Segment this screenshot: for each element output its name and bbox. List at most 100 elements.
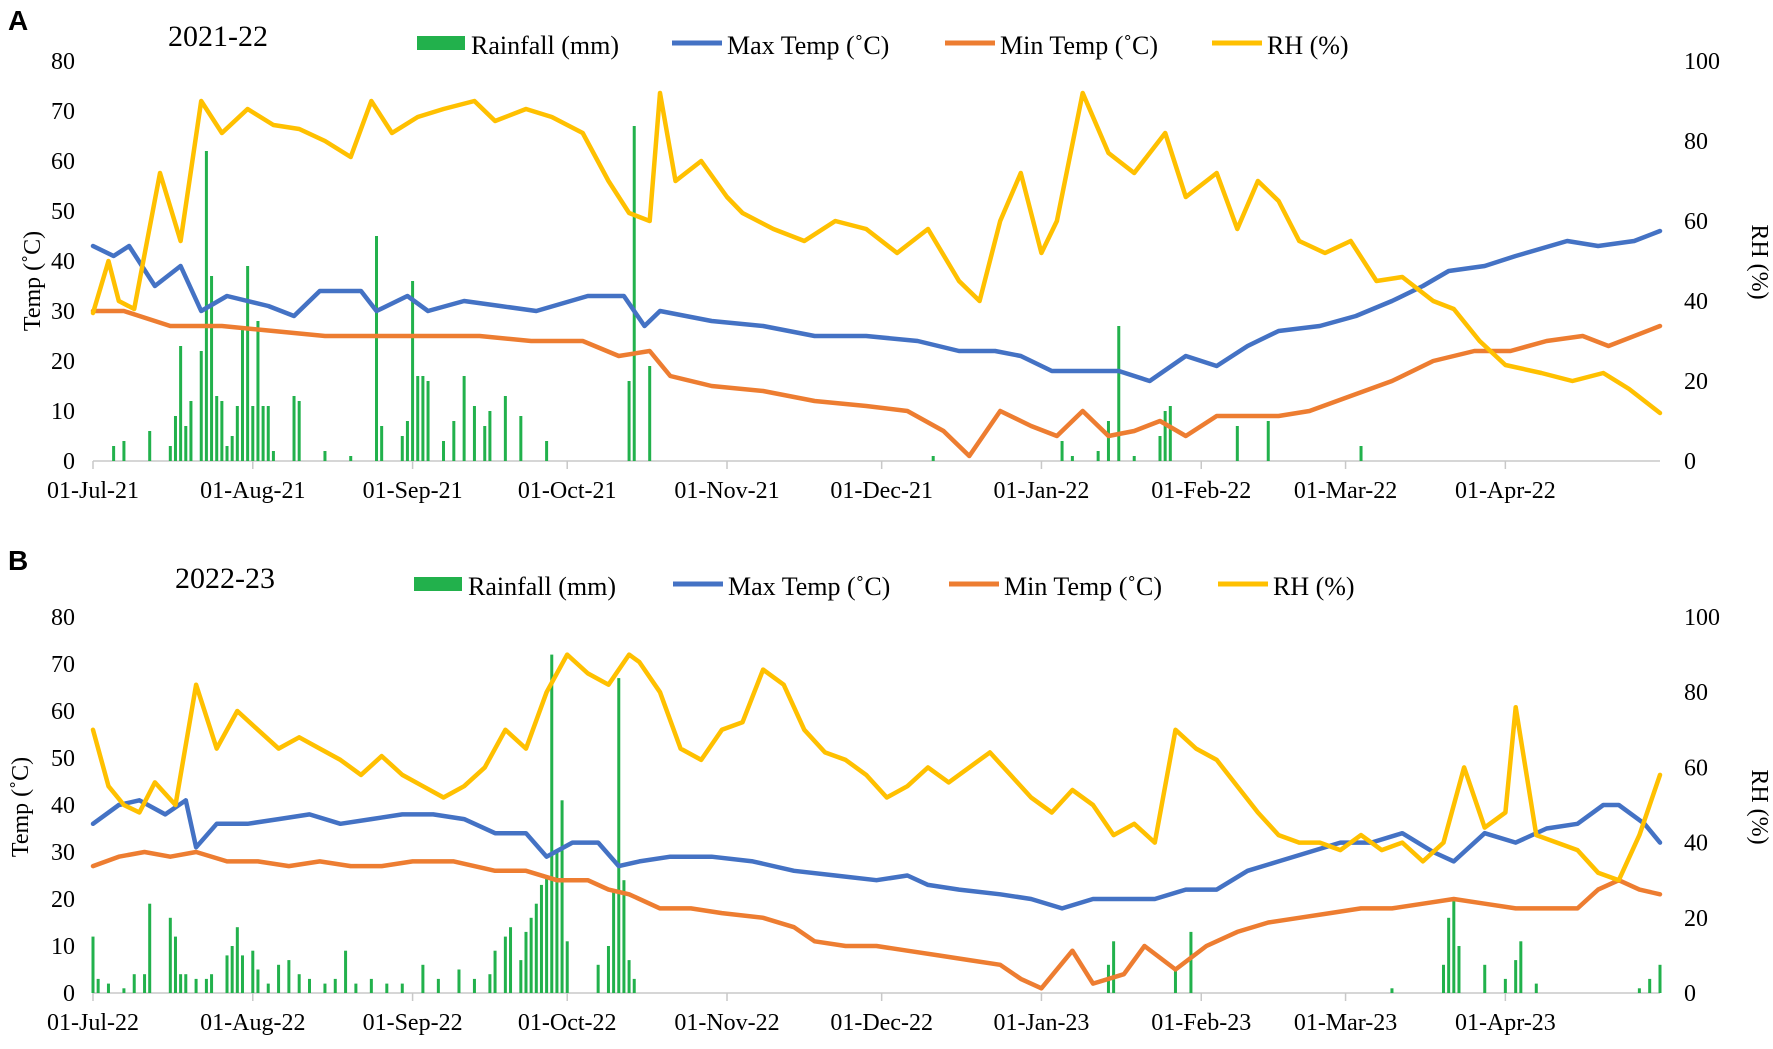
rainfall-bar bbox=[215, 396, 219, 461]
rainfall-bar bbox=[1359, 446, 1363, 461]
rainfall-bar bbox=[1132, 456, 1136, 461]
rainfall-bar bbox=[91, 936, 95, 993]
rainfall-bar bbox=[534, 903, 538, 993]
rainfall-bar bbox=[627, 381, 631, 461]
rainfall-bar bbox=[560, 800, 564, 993]
rainfall-bar bbox=[632, 126, 636, 461]
x-tick-label: 01-Aug-21 bbox=[200, 478, 305, 504]
rainfall-bar bbox=[1266, 421, 1270, 461]
rainfall-bar bbox=[1070, 456, 1074, 461]
rainfall-bar bbox=[1096, 451, 1100, 461]
rainfall-bar bbox=[173, 416, 177, 461]
y-tick-label: 70 bbox=[51, 652, 75, 678]
rainfall-bar bbox=[1447, 917, 1451, 993]
rainfall-bar bbox=[246, 266, 250, 461]
rainfall-bar bbox=[539, 884, 543, 993]
y2-tick-label: 80 bbox=[1684, 129, 1708, 155]
legend-rainfall-swatch bbox=[417, 36, 465, 50]
rainfall-bar bbox=[354, 983, 358, 993]
y-tick-label: 10 bbox=[51, 934, 75, 960]
panel-letter: A bbox=[8, 5, 28, 36]
series-rh-line bbox=[90, 90, 1663, 416]
rainfall-bar bbox=[503, 936, 507, 993]
rainfall-bar bbox=[400, 436, 404, 461]
x-tick-label: 01-Oct-21 bbox=[518, 478, 617, 504]
rainfall-bar bbox=[385, 983, 389, 993]
rainfall-bar bbox=[565, 941, 569, 993]
rainfall-bar bbox=[1514, 960, 1518, 993]
panel-a: A 2021-22 Rainfall (mm) Max Temp (˚C) Mi… bbox=[8, 5, 1772, 504]
rainfall-bar bbox=[251, 950, 255, 993]
x-tick-label: 01-Feb-23 bbox=[1151, 1010, 1251, 1036]
y-axis-title: Temp (˚C) bbox=[20, 231, 46, 331]
rainfall-bar bbox=[519, 960, 523, 993]
rainfall-bar bbox=[1168, 406, 1172, 461]
rainfall-bar bbox=[122, 988, 126, 993]
x-tick-label: 01-Mar-22 bbox=[1294, 478, 1398, 504]
rainfall-bar bbox=[333, 978, 337, 993]
y-tick-label: 30 bbox=[51, 299, 75, 325]
panel-b: B 2022-23 Rainfall (mm) Max Temp (˚C) Mi… bbox=[8, 545, 1772, 1036]
y-tick-label: 0 bbox=[63, 981, 75, 1007]
y-tick-label: 60 bbox=[51, 149, 75, 175]
x-tick-label: 01-Jul-21 bbox=[47, 478, 139, 504]
rainfall-bar bbox=[148, 431, 152, 461]
series-rh-line bbox=[90, 652, 1663, 883]
rainfall-bar bbox=[503, 396, 507, 461]
rainfall-bar bbox=[1060, 441, 1064, 461]
legend-min-temp: Min Temp (˚C) bbox=[1000, 31, 1158, 60]
y2-axis-title: RH (%) bbox=[1746, 769, 1772, 844]
series-rainfall-mm bbox=[91, 654, 1662, 993]
rainfall-bar bbox=[106, 983, 110, 993]
rainfall-bar bbox=[261, 406, 265, 461]
rainfall-bar bbox=[297, 401, 301, 461]
rainfall-bar bbox=[622, 880, 626, 993]
rainfall-bar bbox=[168, 917, 172, 993]
rainfall-bar bbox=[400, 983, 404, 993]
rainfall-bar bbox=[184, 426, 188, 461]
rainfall-bar bbox=[168, 446, 172, 461]
rainfall-bar bbox=[1189, 931, 1193, 993]
rainfall-bar bbox=[457, 969, 461, 993]
legend: Rainfall (mm) Max Temp (˚C) Min Temp (˚C… bbox=[417, 31, 1349, 60]
rainfall-bar bbox=[240, 326, 244, 461]
y-tick-label: 80 bbox=[51, 49, 75, 75]
rainfall-bar bbox=[184, 974, 188, 993]
rainfall-bar bbox=[1519, 941, 1523, 993]
y2-tick-label: 20 bbox=[1684, 369, 1708, 395]
x-tick-label: 01-Jan-23 bbox=[993, 1010, 1089, 1036]
rainfall-bar bbox=[1637, 988, 1641, 993]
y-tick-label: 20 bbox=[51, 887, 75, 913]
rainfall-bar bbox=[1452, 899, 1456, 993]
rainfall-bar bbox=[627, 960, 631, 993]
rainfall-bar bbox=[1163, 411, 1167, 461]
y2-tick-label: 20 bbox=[1684, 906, 1708, 932]
rainfall-bar bbox=[251, 406, 255, 461]
rainfall-bar bbox=[462, 376, 466, 461]
x-tick-label: 01-Dec-21 bbox=[830, 478, 933, 504]
rainfall-bar bbox=[230, 946, 234, 993]
series-max-temp-c-line bbox=[90, 798, 1663, 911]
y-axis-title: Temp (˚C) bbox=[8, 757, 34, 857]
season-title: 2022-23 bbox=[175, 562, 275, 595]
rainfall-bar bbox=[240, 955, 244, 993]
rainfall-bar bbox=[472, 406, 476, 461]
x-tick-label: 01-Mar-23 bbox=[1294, 1010, 1398, 1036]
rainfall-bar bbox=[442, 441, 446, 461]
rainfall-bar bbox=[122, 441, 126, 461]
rainfall-bar bbox=[1648, 978, 1652, 993]
series-max-temp-c-line bbox=[90, 228, 1663, 384]
x-tick-label: 01-Dec-22 bbox=[830, 1010, 933, 1036]
series-rainfall-mm bbox=[112, 126, 1363, 461]
y-tick-label: 40 bbox=[51, 793, 75, 819]
rainfall-bar bbox=[344, 950, 348, 993]
rainfall-bar bbox=[256, 321, 260, 461]
rainfall-bar bbox=[426, 381, 430, 461]
rainfall-bar bbox=[307, 978, 311, 993]
rainfall-bar bbox=[225, 955, 229, 993]
rainfall-bar bbox=[292, 396, 296, 461]
rainfall-bar bbox=[405, 421, 409, 461]
y2-tick-label: 40 bbox=[1684, 831, 1708, 857]
rainfall-bar bbox=[210, 276, 214, 461]
